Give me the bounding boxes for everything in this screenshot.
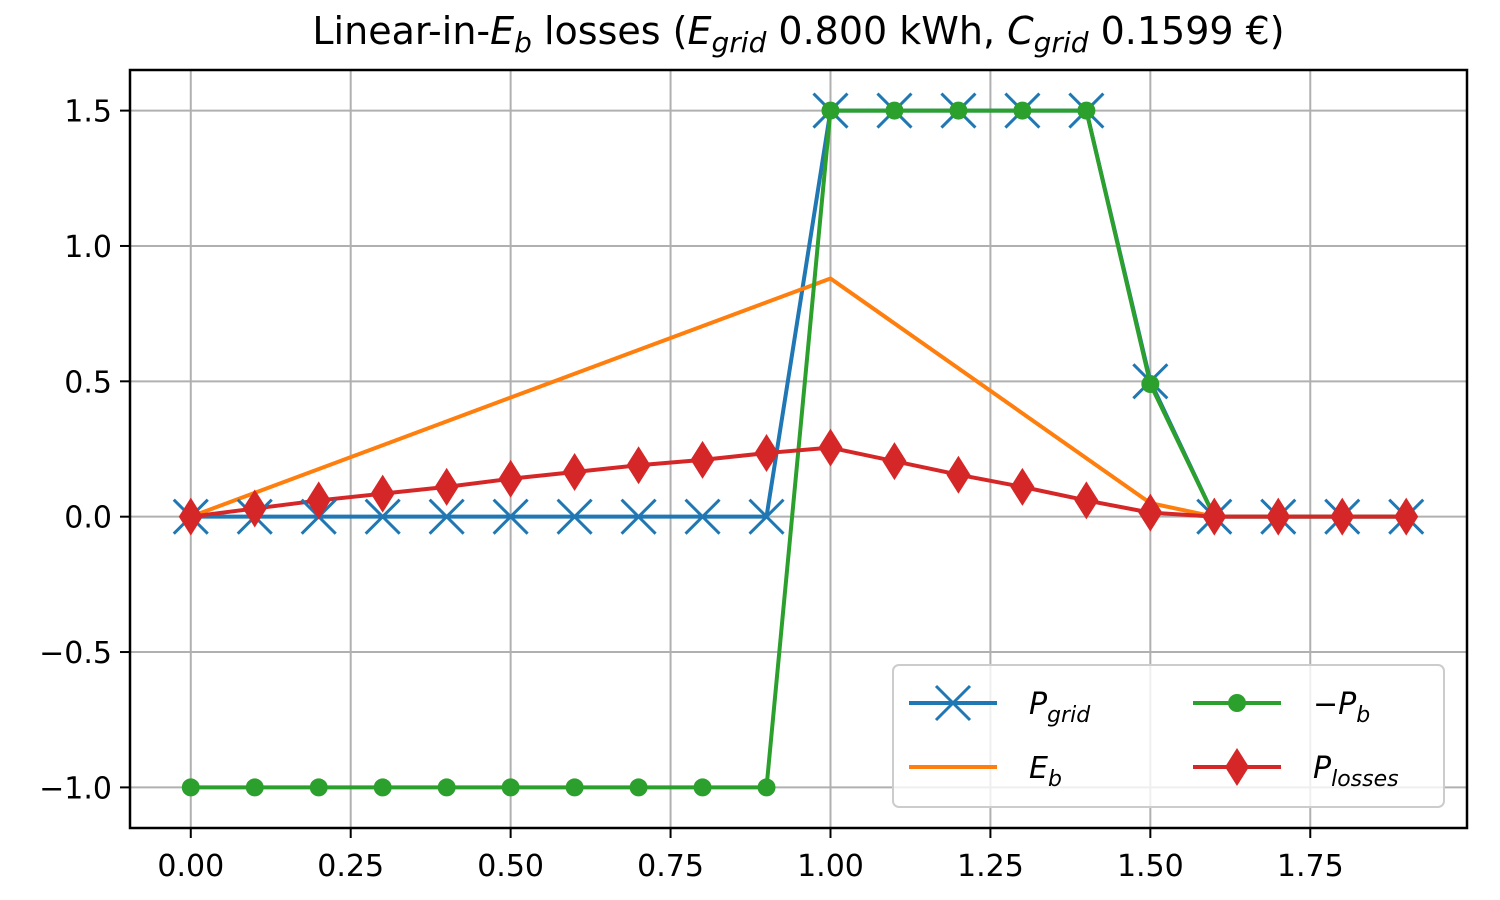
plosses-marker	[626, 446, 651, 485]
pgrid-marker	[684, 498, 721, 535]
x-tick-label: 1.75	[1277, 849, 1344, 884]
title-egrid-value: 0.800 kWh,	[766, 9, 1007, 53]
title-cgrid-subscript: grid	[1034, 26, 1089, 59]
x-tick-label: 0.75	[637, 849, 704, 884]
title-cgrid-symbol: C	[1007, 9, 1034, 53]
title-egrid-symbol: E	[687, 9, 711, 53]
x-tick-label: 1.00	[797, 849, 864, 884]
neg_pb-marker	[693, 778, 712, 797]
y-tick-label: 0.0	[64, 501, 112, 536]
plosses-marker	[1138, 493, 1163, 532]
neg_pb-marker	[373, 778, 392, 797]
y-tick-label: 0.5	[64, 365, 112, 400]
plosses-marker	[946, 455, 971, 494]
legend-label-pgrid: Pgrid	[1029, 687, 1091, 728]
title-eb-symbol: E	[490, 9, 514, 53]
pgrid-marker	[556, 498, 593, 535]
plosses-marker	[306, 481, 331, 520]
x-tick-label: 0.25	[317, 849, 384, 884]
plosses-marker	[818, 428, 843, 467]
y-tick-label: 1.0	[64, 230, 112, 265]
legend-marker-neg_pb	[1228, 694, 1246, 712]
title-egrid-subscript: grid	[712, 26, 767, 59]
legend-label-neg_pb: −Pb	[1313, 687, 1370, 728]
plosses-marker	[1074, 481, 1099, 520]
pgrid-marker	[428, 498, 465, 535]
pgrid-marker	[620, 498, 657, 535]
plosses-marker	[1010, 467, 1035, 506]
neg_pb-marker	[565, 778, 584, 797]
neg_pb-marker	[757, 778, 776, 797]
plosses-marker	[434, 467, 459, 506]
y-tick-label: −1.0	[39, 771, 112, 806]
plosses-marker	[1394, 497, 1419, 536]
legend-frame	[892, 664, 1445, 808]
eb-line	[190, 276, 1215, 519]
plosses-marker	[754, 434, 779, 473]
neg_pb-marker	[309, 778, 328, 797]
legend-label-plosses: Plosses	[1313, 751, 1399, 792]
plosses-marker	[1202, 497, 1227, 536]
pgrid-marker	[364, 498, 401, 535]
neg_pb-marker	[821, 101, 840, 120]
legend-label-eb: Eb	[1029, 751, 1062, 792]
plosses-marker	[1266, 497, 1291, 536]
neg_pb-marker	[885, 101, 904, 120]
legend-marker-pgrid	[934, 684, 972, 722]
chart-title: Linear-in-Eb losses (Egrid 0.800 kWh, Cg…	[312, 9, 1284, 59]
neg_pb-marker	[949, 101, 968, 120]
y-tick-label: 1.5	[64, 95, 112, 130]
neg_pb-marker	[1077, 101, 1096, 120]
axis-ticks: 0.00 0.25 0.50 0.75 1.00 1.25 1.50 1.75 −1.0 −0.5…	[39, 95, 1344, 884]
neg_pb-marker	[181, 778, 200, 797]
pgrid-marker	[492, 498, 529, 535]
title-cgrid-value: 0.1599 €)	[1089, 9, 1285, 53]
legend-marker-plosses	[1225, 748, 1249, 786]
title-eb-subscript: b	[514, 26, 532, 59]
y-tick-label: −0.5	[39, 636, 112, 671]
neg_pb-marker	[629, 778, 648, 797]
x-tick-label: 0.00	[157, 849, 224, 884]
neg_pb-marker	[245, 778, 264, 797]
neg_pb-marker	[501, 778, 520, 797]
plosses-marker	[242, 489, 267, 528]
pgrid-marker	[748, 498, 785, 535]
plosses-marker	[882, 442, 907, 481]
plosses-marker	[690, 440, 715, 479]
series-markers	[172, 92, 1425, 797]
plosses-marker	[562, 453, 587, 492]
plosses-marker	[370, 474, 395, 513]
neg_pb-marker	[437, 778, 456, 797]
title-prefix: Linear-in-	[312, 9, 490, 53]
neg_pb-marker	[1141, 375, 1160, 394]
plot-frame	[128, 68, 1469, 830]
x-tick-label: 1.25	[957, 849, 1024, 884]
x-tick-label: 1.50	[1117, 849, 1184, 884]
plosses-marker	[178, 497, 203, 536]
plosses-marker	[1330, 497, 1355, 536]
title-mid: losses (	[532, 9, 688, 53]
chart-legend: Pgrid Eb −Pb Plosses	[892, 664, 1445, 808]
neg_pb-marker	[1013, 101, 1032, 120]
plosses-marker	[498, 459, 523, 498]
x-tick-label: 0.50	[477, 849, 544, 884]
